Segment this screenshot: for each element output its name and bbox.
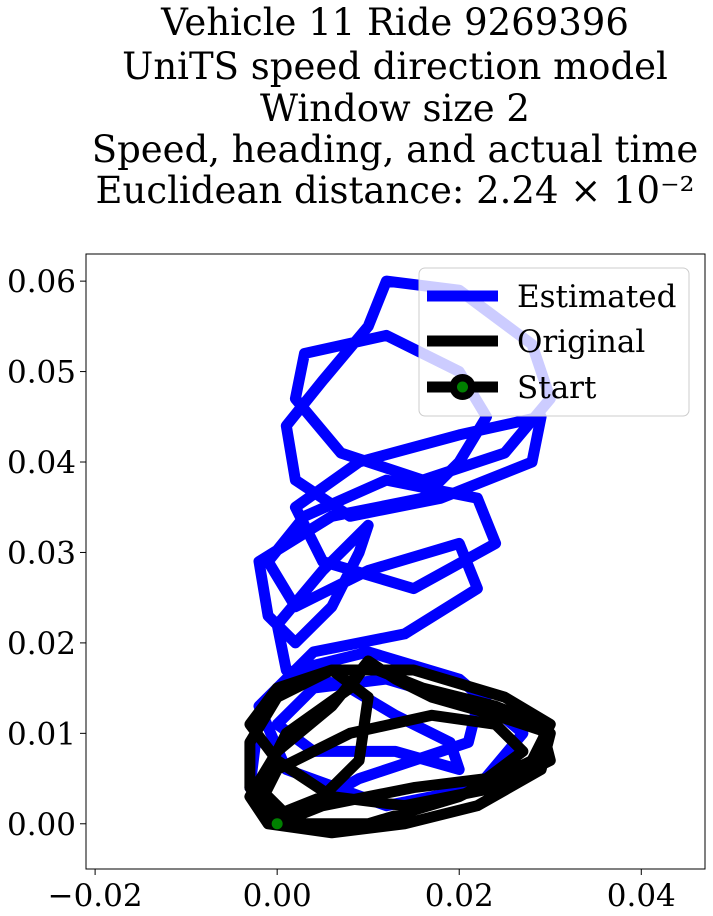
y-tick-label: 0.02 [7,626,76,662]
y-tick-label: 0.01 [7,716,76,752]
y-tick-label: 0.05 [7,355,76,391]
y-tick-label: 0.06 [7,264,76,300]
plot-area-frame [85,253,706,870]
y-tick-label: 0.03 [7,535,76,571]
legend-box [418,267,690,417]
title-line: Speed, heading, and actual time [92,128,699,171]
legend-label: Start [517,370,597,406]
legend-label: Original [517,324,645,360]
x-tick-label: 0.02 [425,878,494,914]
title-line: Window size 2 [260,87,530,130]
legend-start-marker-inner [457,381,468,393]
y-tick-label: 0.00 [7,807,76,843]
y-axis: 0.00 0.01 0.02 0.03 0.04 0.05 0.06 [7,264,86,843]
start-marker [271,818,283,830]
title-line: UniTS speed direction model [122,45,668,88]
x-tick-label: 0.00 [243,878,312,914]
x-tick-label: −0.02 [48,878,143,914]
y-tick-label: 0.04 [7,445,76,481]
title-line: Euclidean distance: 2.24 × 10⁻² [96,169,695,212]
title-line: Vehicle 11 Ride 9269396 [160,1,629,44]
x-axis: −0.02 0.00 0.02 0.04 [48,869,676,914]
legend-label: Estimated [517,279,676,315]
x-tick-label: 0.04 [607,878,676,914]
series-line-original [244,655,556,839]
legend: Estimated Original Start [418,267,690,417]
